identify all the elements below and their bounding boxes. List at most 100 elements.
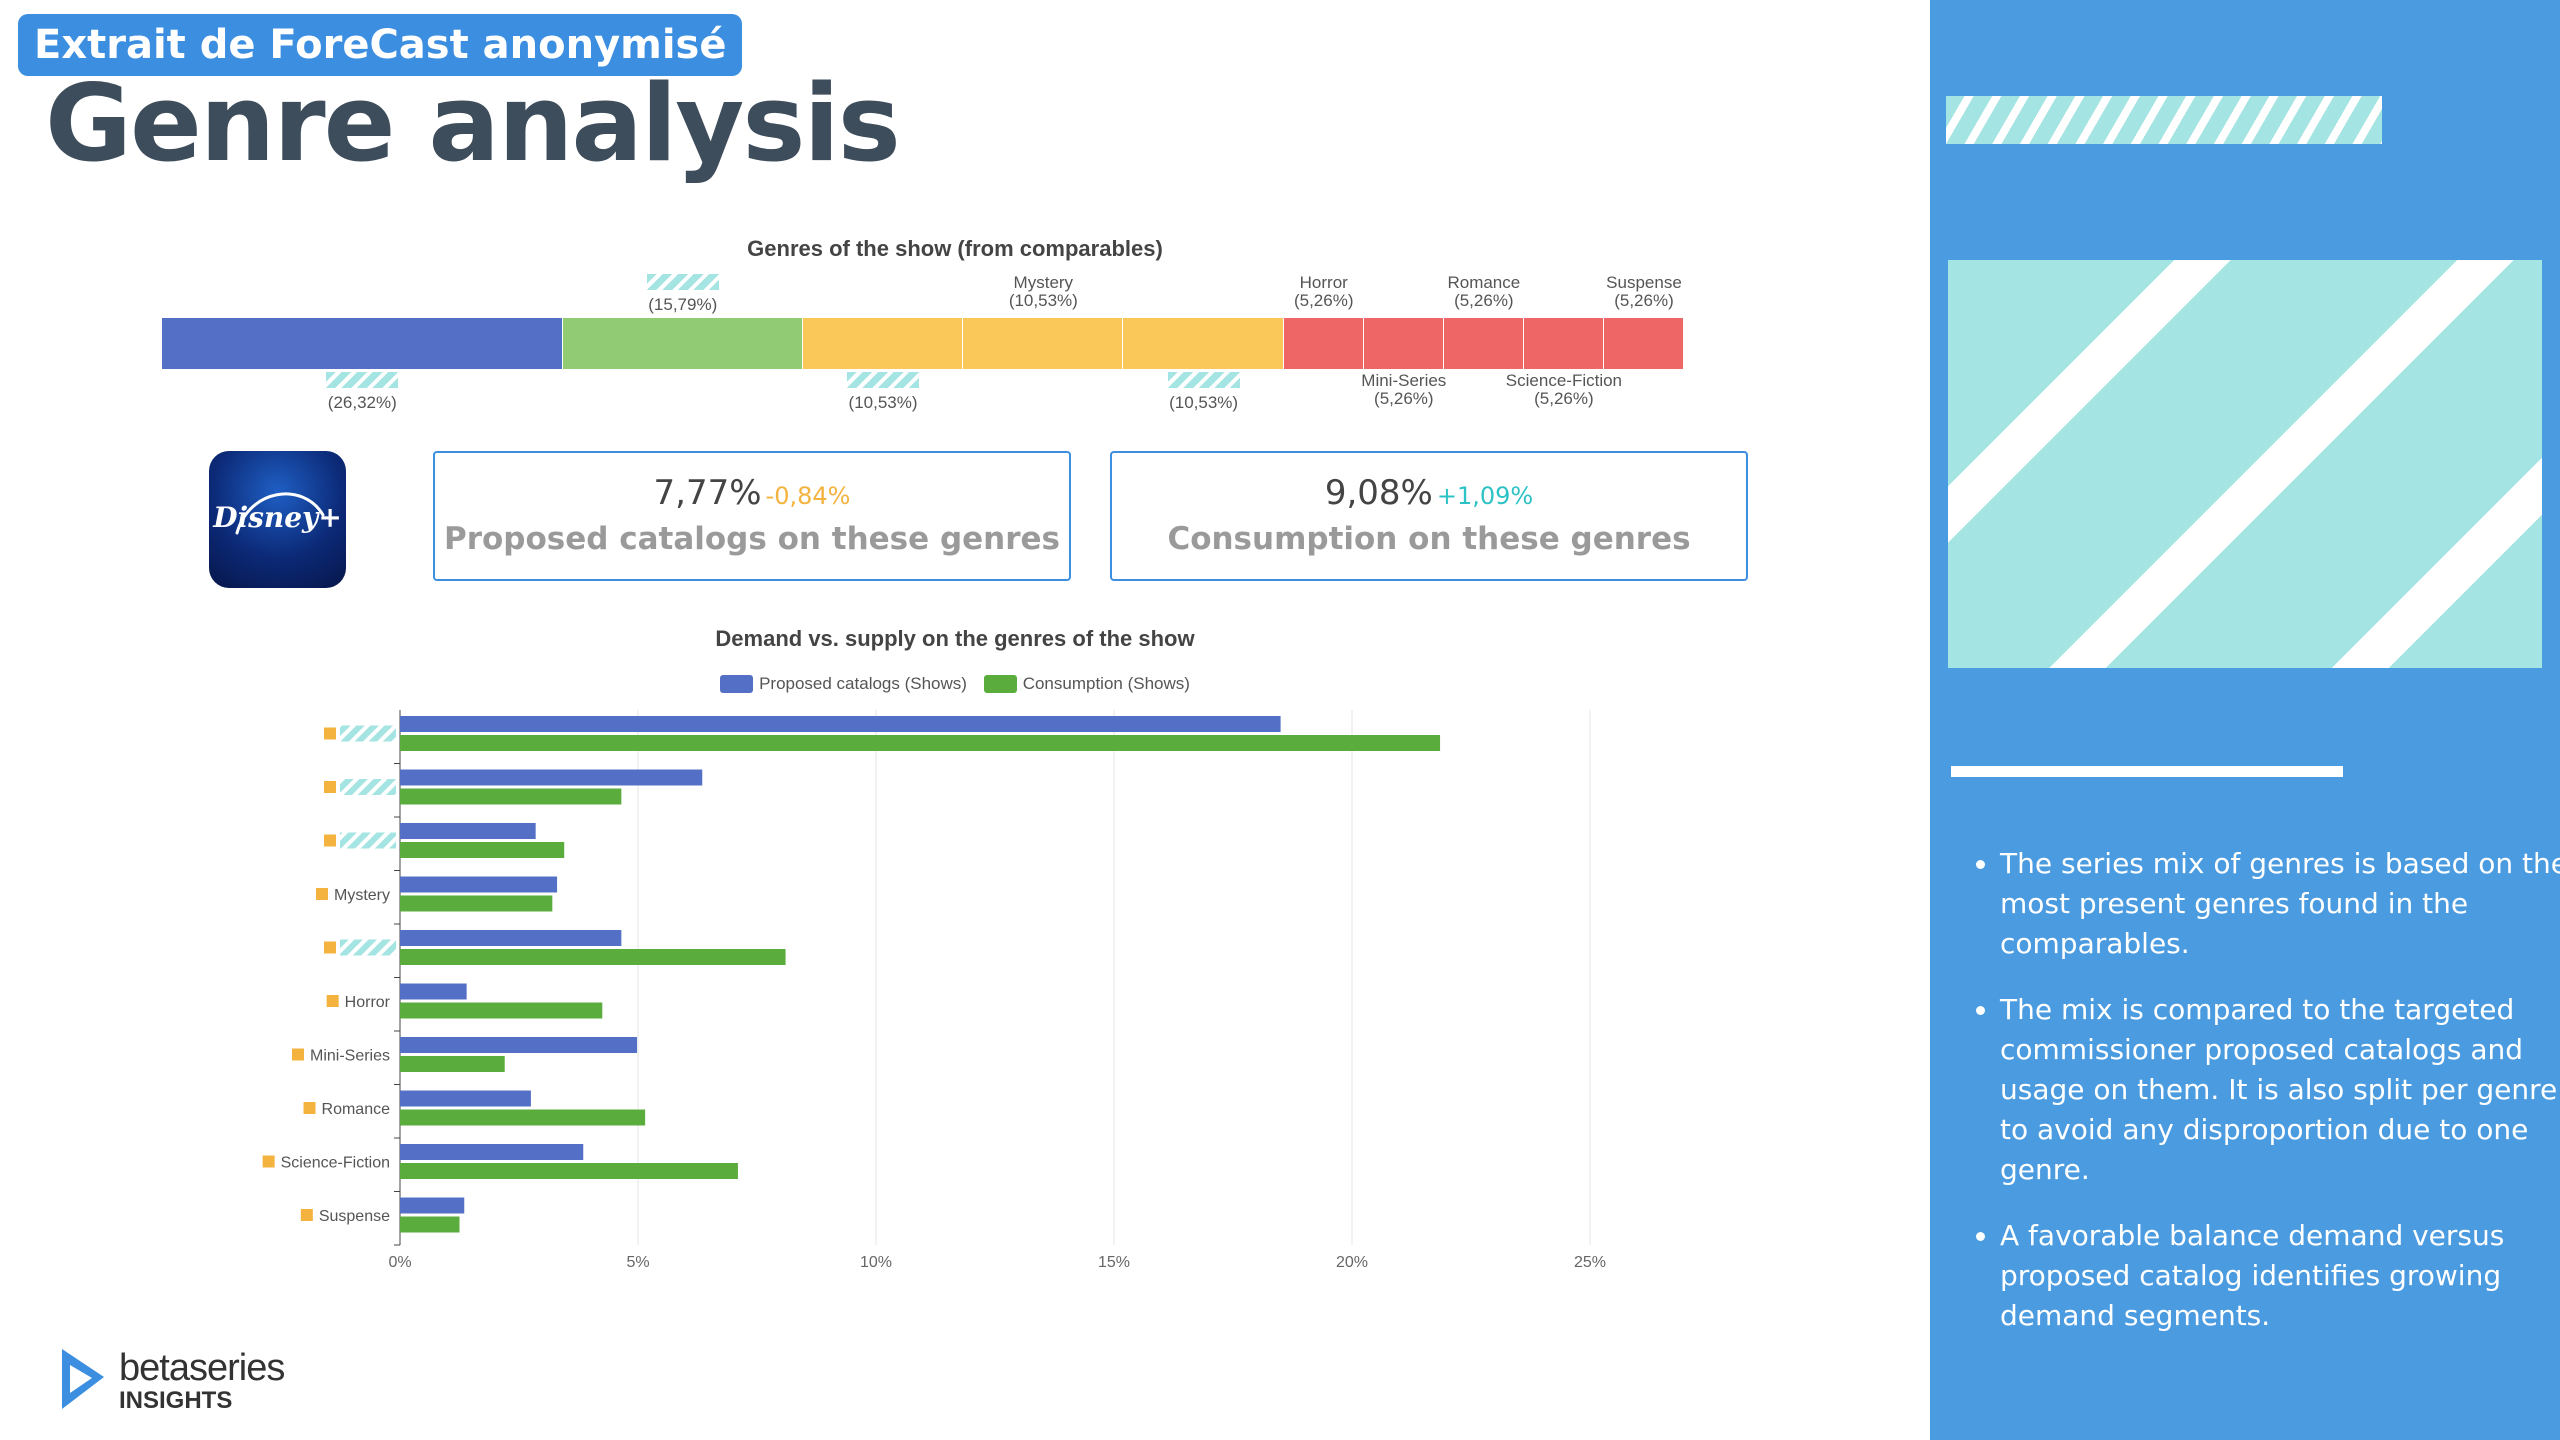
genre-segment-label: (10,53%) [1167, 372, 1240, 412]
genre-segment-4[interactable] [963, 318, 1124, 369]
legend-proposed[interactable]: Proposed catalogs (Shows) [720, 673, 967, 694]
genre-segment-label: Horror (5,26%) [1294, 274, 1354, 310]
category-marker-icon [326, 995, 339, 1007]
kpi-proposed-label: Proposed catalogs on these genres [443, 521, 1061, 557]
bar-consumption [400, 735, 1441, 751]
genre-segment-1[interactable] [162, 318, 563, 369]
genre-bar-title: Genres of the show (from comparables) [747, 236, 1163, 261]
genre-segment-label: (10,53%) [847, 372, 920, 412]
genre-percent: (10,53%) [848, 393, 918, 412]
genre-segment-2[interactable] [562, 318, 803, 369]
kpi-proposed-catalogs: 7,77% -0,84% Proposed catalogs on these g… [433, 451, 1071, 581]
sidebar-hatch-bar [1946, 96, 2382, 144]
sidebar-bullet-1: The series mix of genres is based on the… [2000, 844, 2560, 964]
disney-arc-icon [235, 492, 325, 535]
x-tick-label: 15% [1098, 1254, 1130, 1270]
genre-name: Mini-Series [1361, 371, 1447, 390]
genre-segment-label: (15,79%) [646, 274, 719, 314]
sidebar-bullet-2: The mix is compared to the targeted comm… [2000, 990, 2560, 1190]
page-title: Genre analysis [45, 62, 901, 185]
bar-proposed [400, 983, 467, 1000]
genre-percent: (26,32%) [327, 393, 397, 412]
bar-consumption [400, 949, 786, 965]
genre-percent: (5,26%) [1293, 291, 1354, 310]
genre-name-hatch [326, 372, 399, 388]
demand-chart-title: Demand vs. supply on the genres of the s… [715, 626, 1195, 651]
x-tick-label: 10% [860, 1254, 892, 1270]
bar-proposed [400, 930, 622, 946]
bar-consumption [400, 842, 565, 858]
category-marker-icon [324, 727, 336, 740]
kpi-consumption: 9,08% +1,09% Consumption on these genres [1110, 451, 1748, 581]
bar-consumption [400, 1002, 603, 1019]
genre-name-hatch [646, 274, 719, 290]
bar-consumption [400, 895, 553, 912]
category-hatch-label [340, 725, 396, 742]
x-tick-label: 20% [1336, 1254, 1368, 1270]
genre-segment-5[interactable] [1123, 318, 1284, 369]
genre-segment-3[interactable] [802, 318, 964, 369]
genre-stacked-bar: (26,32%) (15,79%) (10,53%) Mystery (10,53%)(… [0, 270, 1900, 420]
betaseries-logo: betaseries INSIGHTS [60, 1345, 320, 1417]
category-marker-icon [324, 834, 336, 847]
genre-segment-label: Science-Fiction (5,26%) [1506, 372, 1622, 408]
genre-segment-10[interactable] [1603, 318, 1684, 369]
genre-percent: (10,53%) [1008, 291, 1078, 310]
category-marker-icon [324, 781, 336, 793]
genre-percent: (5,26%) [1374, 389, 1434, 408]
kpi-proposed-delta: -0,84% [765, 482, 851, 510]
bar-consumption [400, 788, 622, 805]
legend-proposed-label: Proposed catalogs (Shows) [759, 673, 967, 693]
sidebar-bullet-3: A favorable balance demand versus propos… [2000, 1216, 2560, 1336]
x-tick-label: 5% [626, 1254, 649, 1270]
bar-proposed [400, 1037, 638, 1053]
legend-consumption-swatch [983, 675, 1017, 694]
genre-percent: (5,26%) [1614, 291, 1674, 310]
kpi-proposed-value: 7,77% [653, 473, 762, 513]
genre-segment-label: Mystery (10,53%) [1009, 274, 1078, 310]
extract-badge: Extrait de ForeCast anonymisé [18, 14, 743, 76]
bar-consumption [400, 1056, 505, 1072]
genre-percent: (5,26%) [1534, 389, 1594, 408]
genre-name: Science-Fiction [1505, 371, 1623, 390]
genre-name: Mystery [1013, 273, 1074, 292]
genre-segment-6[interactable] [1283, 318, 1364, 369]
bar-consumption [400, 1163, 738, 1179]
category-label: Suspense [319, 1208, 390, 1225]
category-marker-icon [316, 888, 328, 900]
x-tick-label: 0% [388, 1254, 411, 1270]
bar-proposed [400, 823, 536, 839]
betaseries-play-icon [62, 1349, 104, 1409]
category-label: Romance [322, 1101, 391, 1118]
bar-consumption [400, 1109, 646, 1126]
genre-segment-8[interactable] [1443, 318, 1524, 369]
genre-segment-label: (26,32%) [326, 372, 399, 412]
genre-segment-9[interactable] [1523, 318, 1604, 369]
disney-plus-text: Disney+ [213, 501, 342, 534]
genre-name: Romance [1447, 273, 1521, 292]
legend-proposed-swatch [720, 675, 754, 694]
brand-sub: INSIGHTS [119, 1387, 233, 1414]
genre-percent: (15,79%) [648, 295, 718, 314]
legend-consumption[interactable]: Consumption (Shows) [983, 673, 1190, 694]
category-marker-icon [324, 941, 336, 954]
category-marker-icon [291, 1048, 304, 1061]
brand-name: betaseries [119, 1347, 285, 1389]
category-hatch-label [340, 779, 396, 795]
sidebar-bullets: The series mix of genres is based on the… [1960, 844, 2560, 1362]
category-label: Mini-Series [310, 1048, 390, 1065]
sidebar-divider [1951, 766, 2343, 777]
genre-segment-label: Suspense (5,26%) [1606, 274, 1682, 310]
bar-proposed [400, 716, 1281, 732]
legend-consumption-label: Consumption (Shows) [1022, 673, 1190, 693]
genre-percent: (5,26%) [1454, 291, 1514, 310]
category-marker-icon [303, 1102, 316, 1114]
demand-supply-chart: 0% 5% 10% 15% 20% 25% Mystery Horror Mini-Series… [262, 710, 1606, 1270]
genre-segment-7[interactable] [1363, 318, 1444, 369]
category-marker-icon [300, 1209, 313, 1221]
category-hatch-label [340, 939, 396, 956]
disney-plus-logo: Disney+ [209, 451, 346, 588]
x-tick-label: 25% [1574, 1254, 1606, 1270]
genre-segment-label: Mini-Series (5,26%) [1361, 372, 1446, 408]
bar-proposed [400, 1197, 465, 1214]
